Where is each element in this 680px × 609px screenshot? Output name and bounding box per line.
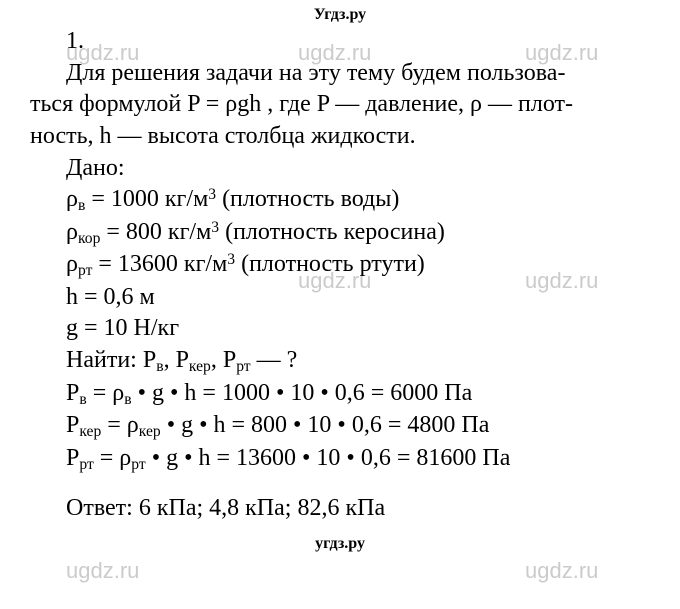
subscript: кор xyxy=(78,230,100,247)
symbol-rho: ρ xyxy=(66,219,78,245)
problem-number: 1. xyxy=(30,26,662,58)
page-footer: угдз.ру xyxy=(0,525,680,553)
watermark-text: ugdz.ru xyxy=(525,558,598,584)
find-suffix: — ? xyxy=(251,347,298,373)
calc-mercury: Pрт = ρрт • g • h = 13600 • 10 • 0,6 = 8… xyxy=(30,443,662,475)
superscript: 3 xyxy=(211,219,219,236)
given-rho-water: ρв = 1000 кг/м3 (плотность воды) xyxy=(30,184,662,216)
subscript: кер xyxy=(139,423,161,440)
note: (плотность керосина) xyxy=(219,219,445,245)
calc-tail: • g • h = 800 • 10 • 0,6 = 4800 Па xyxy=(161,412,490,438)
subscript: рт xyxy=(131,455,145,472)
superscript: 3 xyxy=(208,186,216,203)
value: = 1000 кг/м xyxy=(85,186,208,212)
value: = 800 кг/м xyxy=(100,219,211,245)
given-g: g = 10 Н/кг xyxy=(30,313,662,345)
subscript: кер xyxy=(79,423,101,440)
calc-kerosene: Pкер = ρкер • g • h = 800 • 10 • 0,6 = 4… xyxy=(30,410,662,442)
note: (плотность ртути) xyxy=(235,251,425,277)
calc-tail: • g • h = 1000 • 10 • 0,6 = 6000 Па xyxy=(132,380,473,406)
given-rho-kerosene: ρкор = 800 кг/м3 (плотность керосина) xyxy=(30,217,662,249)
given-h: h = 0,6 м xyxy=(30,282,662,314)
answer-line: Ответ: 6 кПа; 4,8 кПа; 82,6 кПа xyxy=(30,493,662,525)
value: = 13600 кг/м xyxy=(92,251,227,277)
superscript: 3 xyxy=(227,251,235,268)
given-rho-mercury: ρрт = 13600 кг/м3 (плотность ртути) xyxy=(30,249,662,281)
subscript: в xyxy=(156,358,163,375)
note: (плотность воды) xyxy=(216,186,399,212)
subscript: в xyxy=(124,390,131,407)
intro-line-3: ность, h — высота столбца жидкости. xyxy=(30,121,662,153)
given-label: Дано: xyxy=(30,153,662,185)
subscript: рт xyxy=(236,358,250,375)
intro-line-1: Для решения задачи на эту тему будем пол… xyxy=(30,58,662,90)
symbol-rho: ρ xyxy=(66,186,78,212)
find-line: Найти: Pв, Pкер, Pрт — ? xyxy=(30,345,662,377)
page-header: Угдз.ру xyxy=(0,0,680,26)
intro-line-2: ться формулой P = ρgh , где P — давление… xyxy=(30,89,662,121)
document-body: 1. Для решения задачи на эту тему будем … xyxy=(0,26,680,525)
subscript: в xyxy=(79,390,86,407)
symbol-rho: ρ xyxy=(66,251,78,277)
calc-water: Pв = ρв • g • h = 1000 • 10 • 0,6 = 6000… xyxy=(30,378,662,410)
subscript: рт xyxy=(78,262,92,279)
watermark-text: ugdz.ru xyxy=(66,558,139,584)
subscript: рт xyxy=(79,455,93,472)
find-label: Найти: xyxy=(66,347,143,373)
calc-tail: • g • h = 13600 • 10 • 0,6 = 81600 Па xyxy=(146,445,511,471)
subscript: кер xyxy=(189,358,211,375)
